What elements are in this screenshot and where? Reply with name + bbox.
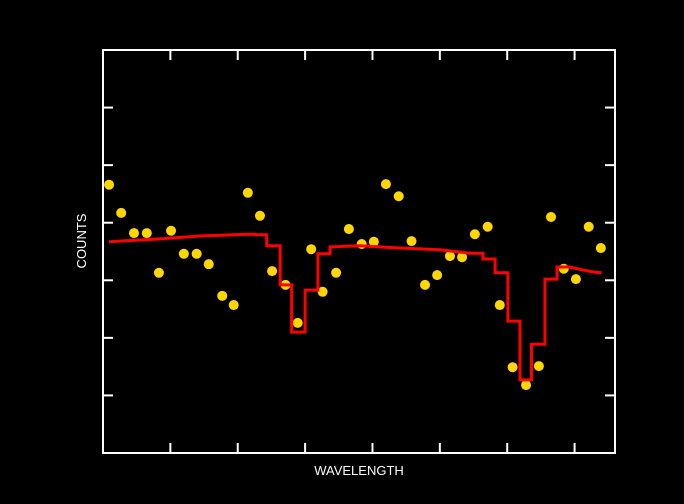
data-point — [482, 221, 493, 232]
data-point — [217, 290, 228, 301]
data-point — [558, 263, 569, 274]
data-point — [583, 221, 594, 232]
data-point — [469, 229, 480, 240]
data-point — [104, 179, 115, 190]
data-point — [331, 267, 342, 278]
data-point — [393, 191, 404, 202]
data-point — [406, 236, 417, 247]
data-point — [191, 248, 202, 259]
data-point — [368, 236, 379, 247]
data-point — [306, 244, 317, 255]
data-point — [521, 380, 532, 391]
data-point — [178, 248, 189, 259]
data-point — [317, 286, 328, 297]
data-point — [267, 266, 278, 277]
data-point — [546, 211, 556, 222]
data-point — [343, 224, 354, 235]
data-point — [432, 270, 443, 281]
data-point — [380, 179, 391, 190]
x-axis-label: WAVELENGTH — [314, 463, 404, 478]
plot-frame — [102, 49, 616, 454]
data-point — [507, 362, 518, 373]
data-point — [228, 300, 239, 311]
data-point — [595, 243, 606, 254]
data-point — [444, 251, 455, 262]
data-point — [153, 267, 164, 278]
data-point — [494, 300, 505, 311]
data-point — [242, 187, 253, 198]
data-point — [166, 225, 177, 236]
data-point — [570, 274, 581, 285]
data-point — [141, 228, 152, 239]
data-point — [533, 361, 544, 372]
data-point — [254, 210, 265, 221]
data-point — [128, 228, 139, 239]
model-line — [108, 232, 602, 382]
data-point — [457, 252, 468, 263]
data-point — [292, 317, 303, 328]
data-point — [116, 207, 127, 218]
data-point — [203, 259, 214, 270]
data-point — [420, 279, 431, 290]
y-axis-label: COUNTS — [74, 213, 89, 268]
